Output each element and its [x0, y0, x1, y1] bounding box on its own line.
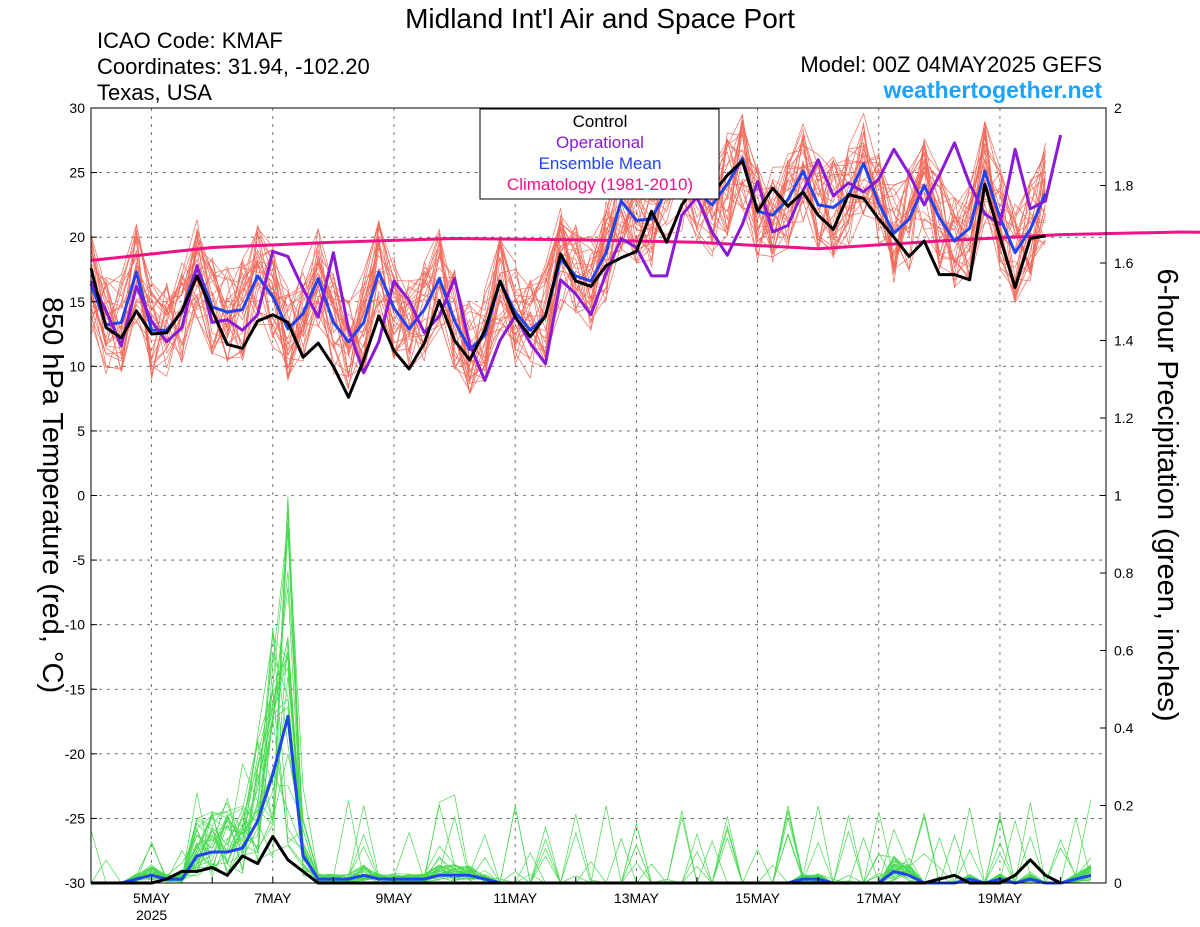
- y2-tick-label: 1: [1114, 488, 1122, 504]
- member-precip-line: [91, 639, 1092, 884]
- y-tick-label: 0: [77, 488, 85, 504]
- legend-control: Control: [573, 112, 628, 131]
- x-tick-label: 9MAY: [375, 890, 413, 906]
- x-tick-label: 15MAY: [735, 890, 781, 906]
- y-tick-label: 10: [69, 358, 85, 374]
- member-precip-line: [91, 571, 1091, 884]
- ensemble-members: [90, 112, 1092, 885]
- member-precip-line: [91, 676, 1092, 884]
- y2-tick-label: 0.2: [1114, 798, 1134, 814]
- member-temp-line: [90, 121, 1046, 394]
- member-precip-line: [91, 522, 1092, 884]
- y-tick-label: 15: [69, 294, 85, 310]
- chart-title: Midland Int'l Air and Space Port: [405, 3, 795, 34]
- y-tick-label: -5: [73, 552, 86, 568]
- member-temp-line: [90, 148, 1046, 372]
- legend-climatology: Climatology (1981-2010): [507, 175, 693, 194]
- x-tick-label: 13MAY: [614, 890, 660, 906]
- coordinates: Coordinates: 31.94, -102.20: [97, 54, 370, 79]
- y-tick-label: 25: [69, 165, 85, 181]
- x-tick-label: 7MAY: [254, 890, 292, 906]
- y2-tick-label: 0.6: [1114, 643, 1134, 659]
- y2-tick-label: 1.8: [1114, 178, 1134, 194]
- member-precip-line: [91, 532, 1092, 884]
- x-tick-label: 5MAY: [133, 890, 171, 906]
- x-tick-label: 17MAY: [856, 890, 902, 906]
- member-precip-line: [90, 635, 1092, 884]
- icao-code: ICAO Code: KMAF: [97, 28, 283, 53]
- x-tick-label: 11MAY: [493, 890, 537, 906]
- region: Texas, USA: [97, 80, 212, 105]
- operational-temp-line: [89, 134, 1063, 382]
- x-year-label: 2025: [136, 907, 167, 923]
- y2-tick-label: 1.2: [1114, 410, 1134, 426]
- y2-tick-label: 0: [1114, 875, 1122, 891]
- y2-tick-label: 1.6: [1114, 255, 1134, 271]
- y2-axis-label: 6-hour Precipitation (green, inches): [1151, 269, 1183, 722]
- legend-operational: Operational: [556, 133, 644, 152]
- y-tick-label: -15: [65, 681, 85, 697]
- y-tick-label: 5: [77, 423, 85, 439]
- legend-ensemble-mean: Ensemble Mean: [539, 154, 662, 173]
- member-precip-line: [91, 698, 1091, 884]
- member-precip-line: [91, 690, 1092, 884]
- y2-tick-label: 0.8: [1114, 565, 1134, 581]
- member-temp-line: [90, 120, 1046, 370]
- member-temp-line: [90, 124, 1046, 390]
- member-precip-line: [91, 689, 1092, 884]
- axis-ticks: 302520151050-5-10-15-20-25-3021.81.61.41…: [65, 100, 1134, 923]
- climatology-line: [90, 230, 1200, 262]
- y-tick-label: -30: [65, 875, 85, 891]
- y-tick-label: 20: [69, 229, 85, 245]
- y-tick-label: -25: [65, 810, 85, 826]
- legend-box: Control Operational Ensemble Mean Climat…: [479, 108, 720, 200]
- x-tick-label: 19MAY: [978, 890, 1024, 906]
- y-tick-label: -10: [65, 617, 85, 633]
- model-run: Model: 00Z 04MAY2025 GEFS: [800, 52, 1102, 77]
- member-temp-line: [90, 150, 1046, 378]
- member-precip-line: [91, 641, 1092, 884]
- y-tick-label: -20: [65, 746, 85, 762]
- y2-tick-label: 1.4: [1114, 333, 1134, 349]
- y2-tick-label: 0.4: [1114, 720, 1134, 736]
- control-temp-line: [89, 159, 1046, 399]
- y2-tick-label: 2: [1114, 100, 1122, 116]
- y-tick-label: 30: [69, 100, 85, 116]
- site-link[interactable]: weathertogether.net: [882, 77, 1102, 103]
- y-axis-label: 850 hPa Temperature (red, °C): [36, 297, 68, 693]
